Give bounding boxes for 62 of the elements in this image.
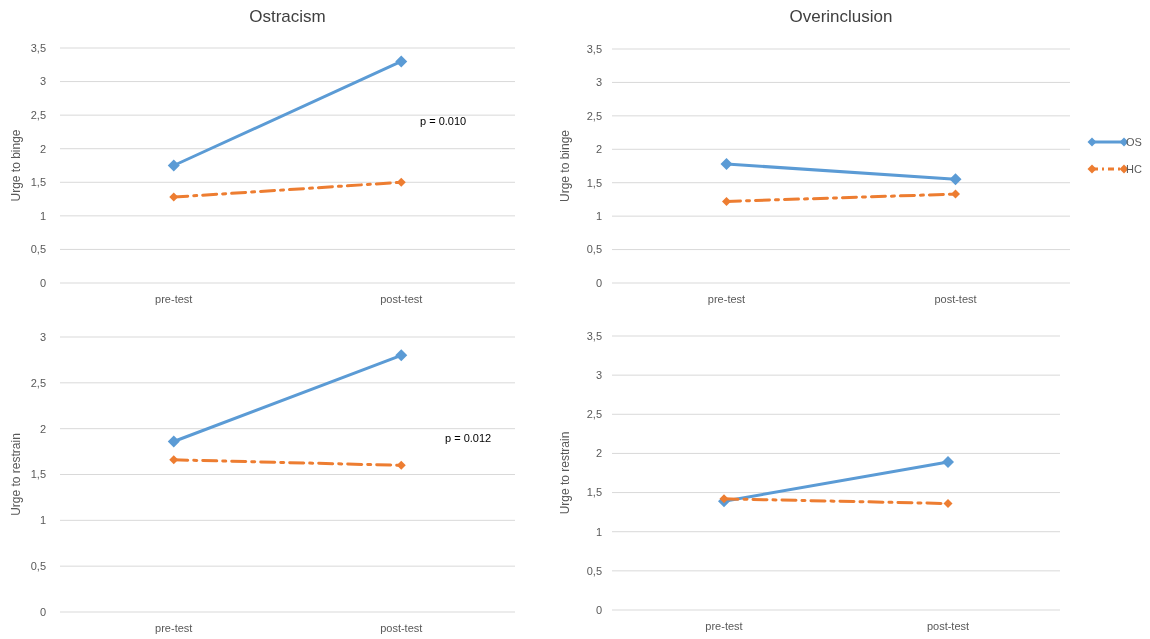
y-tick-label: 0,5 bbox=[30, 243, 46, 256]
y-tick-label: 0 bbox=[595, 276, 602, 289]
point bbox=[167, 159, 180, 172]
y-tick-label: 1 bbox=[595, 209, 602, 222]
y-tick-label: 0,5 bbox=[30, 560, 46, 573]
point bbox=[396, 460, 406, 470]
x-tick-label: pre-test bbox=[707, 293, 746, 305]
annotation: p = 0.012 bbox=[445, 431, 492, 444]
x-tick-label: post-test bbox=[934, 293, 977, 305]
y-tick-label: 3 bbox=[595, 368, 602, 381]
legend-label: HC bbox=[1126, 162, 1142, 175]
y-axis-title: Urge to binge bbox=[558, 129, 572, 203]
y-tick-label: 3 bbox=[595, 76, 602, 89]
y-axis-title: Urge to restrain bbox=[558, 431, 572, 515]
x-tick-label: pre-test bbox=[705, 620, 743, 632]
annotation: p = 0.010 bbox=[420, 115, 467, 128]
y-tick-label: 1,5 bbox=[30, 468, 46, 481]
y-tick-label: 3 bbox=[39, 330, 46, 343]
y-tick-label: 3,5 bbox=[586, 329, 602, 342]
y-tick-label: 1,5 bbox=[30, 176, 46, 189]
chart-title: Ostracism bbox=[249, 7, 326, 26]
y-tick-label: 2,5 bbox=[586, 109, 602, 122]
point bbox=[395, 55, 408, 68]
chart-title: Overinclusion bbox=[789, 7, 893, 26]
point bbox=[395, 349, 408, 362]
y-tick-label: 2 bbox=[595, 447, 602, 460]
y-tick-label: 0 bbox=[39, 276, 46, 289]
point bbox=[719, 494, 729, 504]
x-tick-label: post-test bbox=[380, 293, 423, 305]
y-axis-title: Urge to binge bbox=[9, 129, 23, 202]
y-tick-label: 2 bbox=[39, 422, 46, 435]
y-tick-label: 3 bbox=[39, 75, 46, 88]
y-tick-label: 2 bbox=[39, 142, 46, 155]
point bbox=[943, 499, 953, 509]
y-tick-label: 1,5 bbox=[586, 176, 602, 189]
y-tick-label: 1,5 bbox=[586, 486, 602, 499]
y-tick-label: 0,5 bbox=[586, 564, 602, 577]
x-tick-label: post-test bbox=[926, 620, 970, 632]
x-tick-label: pre-test bbox=[155, 293, 193, 305]
point bbox=[949, 173, 962, 186]
y-tick-label: 1 bbox=[39, 209, 46, 222]
y-tick-label: 2,5 bbox=[30, 376, 46, 389]
point bbox=[720, 157, 733, 170]
point bbox=[169, 455, 179, 465]
point bbox=[167, 435, 180, 448]
x-tick-label: post-test bbox=[380, 622, 423, 634]
y-tick-label: 3,5 bbox=[586, 42, 602, 55]
legend-label: OS bbox=[1126, 135, 1142, 148]
point bbox=[951, 189, 960, 199]
y-axis-title: Urge to restrain bbox=[9, 433, 23, 516]
y-tick-label: 1 bbox=[595, 525, 602, 538]
y-tick-label: 2,5 bbox=[30, 108, 46, 121]
y-tick-label: 2 bbox=[595, 143, 602, 156]
x-tick-label: pre-test bbox=[155, 622, 193, 634]
point bbox=[722, 196, 731, 206]
y-tick-label: 3,5 bbox=[30, 41, 46, 54]
y-tick-label: 0 bbox=[39, 605, 46, 618]
y-tick-label: 0,5 bbox=[586, 243, 602, 256]
y-tick-label: 2,5 bbox=[586, 408, 602, 421]
y-tick-label: 0 bbox=[595, 603, 602, 616]
point bbox=[942, 456, 954, 469]
y-tick-label: 1 bbox=[39, 514, 46, 527]
